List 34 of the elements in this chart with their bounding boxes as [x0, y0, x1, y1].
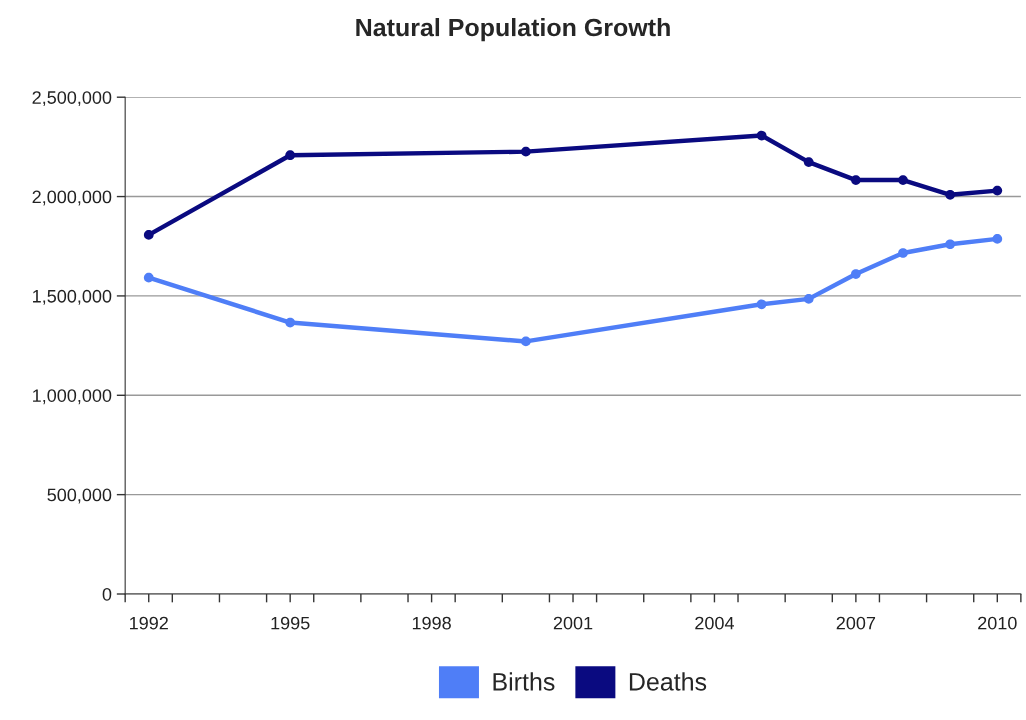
y-tick-label: 2,500,000 [32, 91, 112, 107]
x-tick-label: 2007 [836, 616, 876, 630]
point [521, 146, 531, 157]
legend-label: Births [493, 672, 555, 691]
y-tick-label: 500,000 [47, 488, 112, 504]
point [143, 272, 154, 283]
legend-label: Deaths [629, 672, 707, 691]
x-tick-label: 1998 [412, 616, 451, 630]
x-tick-label: 1995 [271, 616, 310, 630]
point [851, 269, 861, 279]
x-tick-label: 2004 [695, 616, 734, 630]
point [992, 234, 1003, 244]
point [521, 336, 531, 347]
chart-title: Natural Population Growth [356, 18, 670, 42]
x-tick-label: 2001 [553, 616, 593, 630]
point [285, 317, 296, 328]
point [285, 150, 296, 161]
y-tick-label: 1,000,000 [33, 389, 112, 405]
point [756, 299, 767, 310]
point [756, 130, 767, 141]
point [803, 157, 814, 168]
point [898, 248, 908, 258]
point [945, 189, 956, 200]
point [803, 294, 814, 304]
point [945, 239, 956, 250]
x-tick-label: 1992 [130, 616, 168, 630]
point [851, 175, 861, 185]
y-tick-label: 1,500,000 [33, 289, 112, 305]
x-tick-label: 2010 [978, 616, 1017, 630]
point [992, 185, 1003, 196]
point [898, 175, 908, 185]
y-tick-label: 0 [102, 587, 112, 601]
y-tick-label: 2,000,000 [32, 190, 112, 206]
point [143, 230, 154, 240]
